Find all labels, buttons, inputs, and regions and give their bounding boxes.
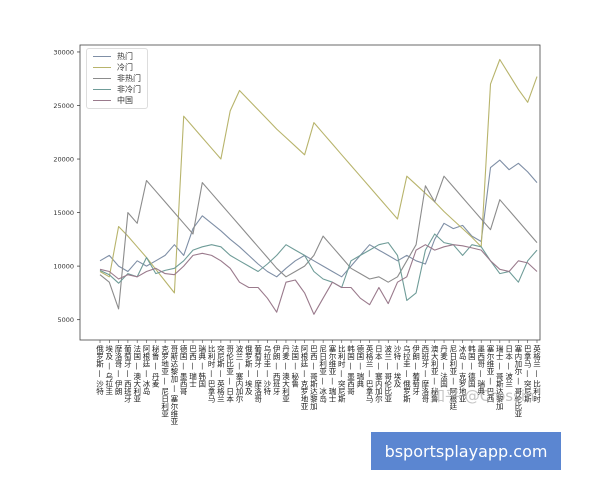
- promo-banner-link[interactable]: bsportsplayapp.com: [371, 432, 561, 470]
- legend-swatch: [93, 78, 111, 79]
- series-line-5: [99, 244, 538, 315]
- series-line-1: [99, 159, 538, 278]
- x-tick-label: 韩国 — 墨西哥: [346, 344, 355, 396]
- x-tick-label: 丹麦 — 澳大利亚: [281, 345, 290, 403]
- x-tick-label: 巴西 — 哥斯达黎加: [309, 345, 318, 411]
- series-line-2: [99, 58, 538, 294]
- x-tick-label: 德国 — 墨西哥: [179, 344, 188, 396]
- x-tick-label: 日本 — 塞内加尔: [374, 345, 383, 403]
- x-tick-label: 葡萄牙 — 摩洛哥: [253, 344, 262, 404]
- x-tick-label: 尼日利亚 — 阿根廷: [449, 345, 458, 411]
- x-tick-label: 德国 — 瑞典: [356, 344, 365, 389]
- series-line-4: [99, 233, 538, 301]
- legend-swatch: [93, 100, 111, 101]
- x-tick-label: 尼日利亚 — 冰岛: [318, 345, 327, 404]
- x-tick-label: 比利时 — 巴拿马: [207, 344, 216, 404]
- x-tick-label: 塞内加尔 — 哥伦比亚: [514, 344, 523, 418]
- x-tick-label: 塞尔维亚 — 巴西: [486, 344, 495, 404]
- x-tick-label: 墨西哥 — 瑞典: [476, 345, 485, 396]
- x-tick-label: 塞尔维亚 — 瑞士: [328, 344, 337, 403]
- x-tick-label: 法国 — 秘鲁: [291, 344, 300, 389]
- legend-swatch: [93, 67, 111, 68]
- x-tick-label: 伊朗 — 葡萄牙: [411, 344, 420, 396]
- legend: 热门冷门非热门非冷门中国: [86, 48, 148, 109]
- legend-label: 冷门: [117, 63, 133, 72]
- y-tick-label: 25000: [53, 102, 74, 110]
- x-tick-label: 阿根廷 — 克罗地亚: [300, 345, 309, 410]
- x-tick-label: 克罗地亚 — 尼日利亚: [160, 345, 169, 418]
- x-tick-label: 阿根廷 — 冰岛: [142, 345, 151, 396]
- y-tick-label: 30000: [53, 48, 74, 56]
- x-tick-label: 沙特 — 埃及: [393, 345, 402, 388]
- x-tick-label: 突尼斯 — 英格兰: [216, 344, 225, 403]
- legend-label: 非热门: [117, 74, 141, 83]
- x-tick-label: 英格兰 — 巴拿马: [365, 344, 374, 404]
- x-tick-label: 法国 — 澳大利亚: [132, 344, 141, 403]
- x-tick-label: 澳大利亚 — 秘鲁: [430, 344, 439, 404]
- zhihu-watermark: 知乎 @Crossin: [430, 387, 535, 405]
- legend-label: 非冷门: [117, 85, 141, 94]
- x-tick-label: 秘鲁 — 丹麦: [151, 344, 160, 389]
- x-tick-label: 巴西 — 瑞士: [188, 345, 197, 388]
- x-tick-label: 瑞士 — 哥斯达黎加: [495, 344, 504, 411]
- x-tick-label: 日本 — 波兰: [504, 345, 513, 388]
- legend-item: 中国: [93, 95, 141, 106]
- x-tick-label: 丹麦 — 法国: [439, 345, 448, 389]
- legend-label: 中国: [117, 96, 133, 105]
- x-tick-label: 瑞典 — 韩国: [198, 344, 207, 389]
- x-tick-label: 摩洛哥 — 伊朗: [114, 344, 123, 396]
- x-tick-label: 韩国 — 德国: [467, 344, 476, 389]
- x-tick-label: 哥伦比亚 — 日本: [225, 345, 234, 404]
- legend-item: 非冷门: [93, 84, 141, 95]
- legend-item: 非热门: [93, 73, 141, 84]
- x-tick-label: 英格兰 — 比利时: [532, 344, 541, 403]
- legend-swatch: [93, 89, 111, 90]
- x-tick-label: 俄罗斯 — 埃及: [244, 344, 253, 396]
- x-tick-label: 俄罗斯 — 沙特: [95, 344, 104, 395]
- legend-item: 冷门: [93, 62, 141, 73]
- x-tick-label: 比利时 — 突尼斯: [337, 344, 346, 404]
- x-tick-label: 乌拉圭 — 沙特: [263, 344, 272, 395]
- legend-item: 热门: [93, 51, 141, 62]
- legend-label: 热门: [117, 52, 133, 61]
- y-tick-label: 5000: [57, 316, 74, 324]
- x-tick-label: 葡萄牙 — 西班牙: [123, 344, 132, 404]
- x-tick-label: 冰岛 — 克罗地亚: [458, 344, 467, 403]
- y-tick-label: 15000: [53, 209, 74, 217]
- x-tick-label: 伊朗 — 西班牙: [272, 344, 281, 396]
- x-tick-label: 埃及 — 乌拉圭: [105, 344, 114, 395]
- legend-swatch: [93, 56, 111, 57]
- x-tick-label: 哥斯达黎加 — 塞尔维亚: [170, 345, 179, 425]
- x-tick-label: 西班牙 — 摩洛哥: [421, 345, 430, 404]
- series-line-3: [99, 175, 538, 310]
- plot-frame: [79, 44, 541, 341]
- y-tick-label: 20000: [53, 156, 74, 164]
- x-tick-label: 巴拿马 — 突尼斯: [523, 345, 532, 404]
- x-tick-label: 波兰 — 塞内加尔: [235, 344, 244, 403]
- x-tick-label: 波兰 — 哥伦比亚: [383, 344, 392, 403]
- y-tick-label: 10000: [53, 263, 74, 271]
- x-tick-label: 乌拉圭 — 俄罗斯: [402, 344, 411, 404]
